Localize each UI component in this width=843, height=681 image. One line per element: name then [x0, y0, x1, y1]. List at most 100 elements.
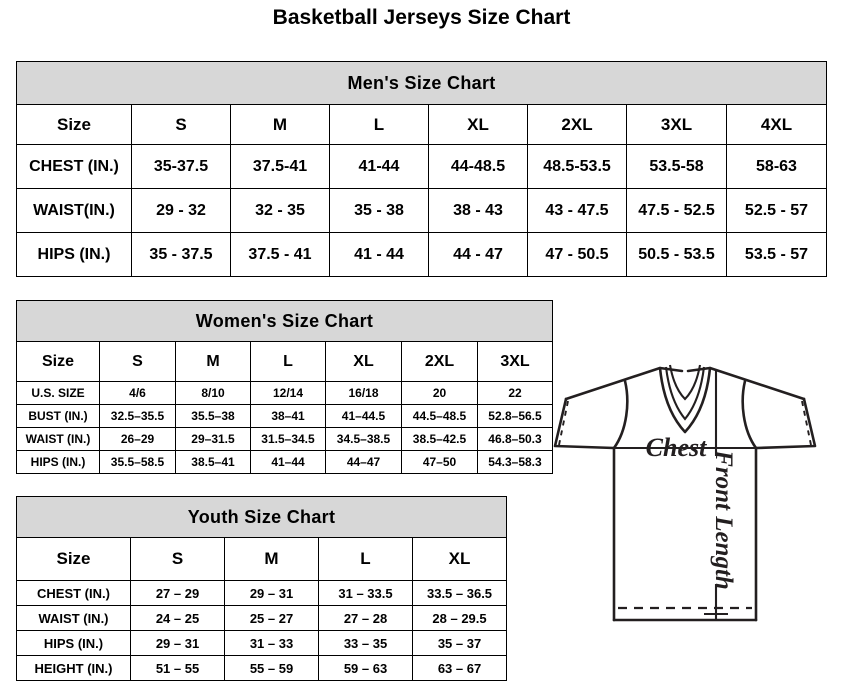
- womens-hips-m: 38.5–41: [175, 450, 251, 474]
- youth-header-xl: XL: [411, 537, 508, 581]
- womens-hips-l: 41–44: [250, 450, 326, 474]
- mens-hips-3xl: 50.5 - 53.5: [626, 232, 727, 277]
- left-sleeve-inner-curve: [612, 379, 629, 450]
- youth-waist-l: 27 – 28: [318, 605, 413, 631]
- youth-header-l: L: [318, 537, 413, 581]
- mens-waist-s: 29 - 32: [131, 188, 231, 233]
- table-row: BUST (IN.) 32.5–35.5 35.5–38 38–41 41–44…: [16, 404, 553, 428]
- womens-bust-s: 32.5–35.5: [99, 404, 176, 428]
- womens-header-l: L: [250, 341, 326, 382]
- table-row: HIPS (IN.) 35 - 37.5 37.5 - 41 41 - 44 4…: [16, 232, 827, 277]
- mens-waist-xl: 38 - 43: [428, 188, 528, 233]
- table-row: HIPS (IN.) 35.5–58.5 38.5–41 41–44 44–47…: [16, 450, 553, 474]
- mens-header-m: M: [230, 104, 330, 145]
- table-row: WAIST (IN.) 24 – 25 25 – 27 27 – 28 28 –…: [16, 605, 508, 631]
- jersey-measurement-diagram: Chest Front Length: [530, 352, 840, 677]
- table-row: U.S. SIZE 4/6 8/10 12/14 16/18 20 22: [16, 381, 553, 405]
- mens-header-2xl: 2XL: [527, 104, 627, 145]
- mens-hips-s: 35 - 37.5: [131, 232, 231, 277]
- mens-waist-m: 32 - 35: [230, 188, 330, 233]
- womens-ussize-m: 8/10: [175, 381, 251, 405]
- womens-hips-3xl: 54.3–58.3: [477, 450, 553, 474]
- youth-row-label-waist: WAIST (IN.): [16, 605, 131, 631]
- youth-chart-title: Youth Size Chart: [15, 496, 508, 538]
- mens-row-label-chest: CHEST (IN.): [16, 144, 132, 189]
- womens-ussize-2xl: 20: [401, 381, 478, 405]
- womens-ussize-xl: 16/18: [325, 381, 402, 405]
- mens-row-label-waist: WAIST(IN.): [16, 188, 132, 233]
- womens-table-header-row: Size S M L XL 2XL 3XL: [16, 341, 553, 382]
- youth-chest-m: 29 – 31: [224, 580, 319, 606]
- youth-height-s: 51 – 55: [130, 655, 225, 681]
- womens-chart-title: Women's Size Chart: [16, 300, 553, 342]
- table-row: WAIST (IN.) 26–29 29–31.5 31.5–34.5 34.5…: [16, 427, 553, 451]
- youth-height-m: 55 – 59: [224, 655, 319, 681]
- youth-hips-m: 31 – 33: [224, 630, 319, 656]
- mens-chest-s: 35-37.5: [131, 144, 231, 189]
- mens-waist-3xl: 47.5 - 52.5: [626, 188, 727, 233]
- mens-size-chart-table: Men's Size Chart Size S M L XL 2XL 3XL 4…: [16, 61, 827, 277]
- womens-hips-s: 35.5–58.5: [99, 450, 176, 474]
- mens-header-s: S: [131, 104, 231, 145]
- youth-chest-xl: 33.5 – 36.5: [411, 580, 508, 606]
- youth-waist-s: 24 – 25: [130, 605, 225, 631]
- mens-waist-4xl: 52.5 - 57: [726, 188, 827, 233]
- womens-bust-l: 38–41: [250, 404, 326, 428]
- mens-hips-xl: 44 - 47: [428, 232, 528, 277]
- youth-waist-m: 25 – 27: [224, 605, 319, 631]
- left-sleeve-hem-dashed: [558, 400, 569, 446]
- womens-ussize-s: 4/6: [99, 381, 176, 405]
- mens-header-3xl: 3XL: [626, 104, 727, 145]
- mens-waist-2xl: 43 - 47.5: [527, 188, 627, 233]
- youth-height-l: 59 – 63: [318, 655, 413, 681]
- youth-hips-s: 29 – 31: [130, 630, 225, 656]
- mens-hips-2xl: 47 - 50.5: [527, 232, 627, 277]
- womens-bust-3xl: 52.8–56.5: [477, 404, 553, 428]
- womens-row-label-waist: WAIST (IN.): [16, 427, 100, 451]
- right-sleeve-outline: [754, 397, 817, 450]
- mens-chest-l: 41-44: [329, 144, 429, 189]
- youth-height-xl: 63 – 67: [411, 655, 508, 681]
- mens-header-l: L: [329, 104, 429, 145]
- chest-measure-label: Chest: [646, 433, 707, 462]
- youth-chest-l: 31 – 33.5: [318, 580, 413, 606]
- womens-ussize-3xl: 22: [477, 381, 553, 405]
- table-row: HEIGHT (IN.) 51 – 55 55 – 59 59 – 63 63 …: [16, 655, 508, 681]
- womens-header-2xl: 2XL: [401, 341, 478, 382]
- youth-row-label-height: HEIGHT (IN.): [16, 655, 131, 681]
- womens-row-label-us-size: U.S. SIZE: [16, 381, 100, 405]
- page-title: Basketball Jerseys Size Chart: [272, 6, 571, 29]
- neckline-inner: [668, 364, 702, 401]
- womens-waist-l: 31.5–34.5: [250, 427, 326, 451]
- womens-row-label-bust: BUST (IN.): [16, 404, 100, 428]
- mens-header-xl: XL: [428, 104, 528, 145]
- mens-header-4xl: 4XL: [726, 104, 827, 145]
- womens-waist-2xl: 38.5–42.5: [401, 427, 478, 451]
- youth-row-label-hips: HIPS (IN.): [16, 630, 131, 656]
- youth-hips-l: 33 – 35: [318, 630, 413, 656]
- youth-header-size: Size: [16, 537, 131, 581]
- table-row: CHEST (IN.) 35-37.5 37.5-41 41-44 44-48.…: [16, 144, 827, 189]
- left-sleeve-outline: [553, 397, 616, 450]
- youth-table-header-row: Size S M L XL: [16, 537, 508, 581]
- youth-hips-xl: 35 – 37: [411, 630, 508, 656]
- mens-chart-title: Men's Size Chart: [16, 61, 827, 105]
- neckline-middle: [664, 366, 706, 421]
- right-sleeve-inner-curve: [741, 379, 758, 450]
- womens-hips-xl: 44–47: [325, 450, 402, 474]
- mens-row-label-hips: HIPS (IN.): [16, 232, 132, 277]
- mens-table-band-row: Men's Size Chart: [16, 61, 827, 105]
- right-sleeve-hem-dashed: [801, 400, 812, 446]
- mens-chest-3xl: 53.5-58: [626, 144, 727, 189]
- youth-row-label-chest: CHEST (IN.): [16, 580, 131, 606]
- womens-bust-m: 35.5–38: [175, 404, 251, 428]
- womens-size-chart-table: Women's Size Chart Size S M L XL 2XL 3XL…: [16, 300, 553, 474]
- youth-waist-xl: 28 – 29.5: [411, 605, 508, 631]
- womens-header-xl: XL: [325, 341, 402, 382]
- youth-header-m: M: [224, 537, 319, 581]
- womens-waist-3xl: 46.8–50.3: [477, 427, 553, 451]
- mens-waist-l: 35 - 38: [329, 188, 429, 233]
- womens-header-s: S: [99, 341, 176, 382]
- womens-row-label-hips: HIPS (IN.): [16, 450, 100, 474]
- table-row: WAIST(IN.) 29 - 32 32 - 35 35 - 38 38 - …: [16, 188, 827, 233]
